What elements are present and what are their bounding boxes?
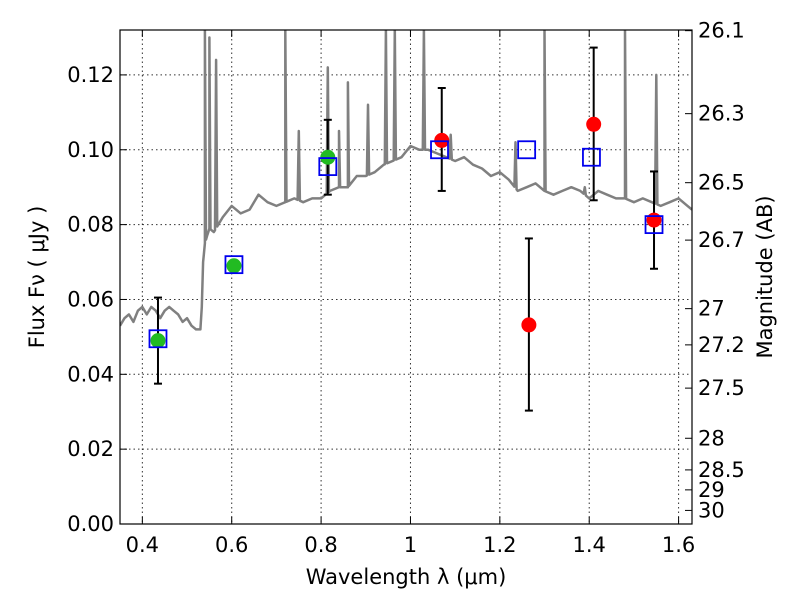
y2-tick-label: 26.3 [698,102,745,126]
y-tick-label: 0.06 [67,287,114,311]
observed-data-point [150,333,166,349]
x-tick-label: 0.6 [215,533,248,557]
y2-tick-label: 27 [698,297,725,321]
x-tick-label: 0.8 [304,533,337,557]
observed-data-point [586,116,602,132]
model-photometry-square [224,255,244,275]
y-tick-label: 0.08 [67,213,114,237]
y2-tick-label: 26.1 [698,19,745,43]
model-photometry-square [517,140,537,160]
x-tick-label: 1.6 [662,533,695,557]
y2-tick-label: 28.5 [698,458,745,482]
observed-data-point [226,258,242,274]
model-photometry-square [644,215,664,235]
x-axis-label: Wavelength λ (μm) [306,565,507,589]
ticks [120,30,692,525]
y-tick-label: 0.04 [67,362,114,386]
y2-tick-label: 27.5 [698,376,745,400]
y-axis-label: Flux Fν ( μJy ) [25,206,49,349]
y-tick-label: 0.00 [67,512,114,536]
tick-labels: 0.4 0.6 0.8 1 1.2 1.4 1.6 0.00 0.02 0.04 0.06 0.08 0… [67,19,745,557]
model-photometry-square [430,140,449,160]
x-tick-label: 1.2 [483,533,516,557]
model-photometry-square [582,147,601,167]
model-photometry-square [148,329,168,349]
data-layer [120,30,692,412]
y2-tick-label: 27.2 [698,333,745,357]
y2-tick-label: 26.7 [698,228,745,252]
y2-tick-label: 29 [698,478,725,502]
observed-data-point [521,317,537,333]
x-tick-label: 0.4 [126,533,159,557]
y2-tick-label: 26.5 [698,171,745,195]
plot-frame [119,29,693,525]
y-tick-label: 0.12 [67,63,114,87]
model-photometry-square [318,157,338,176]
y2-tick-label: 30 [698,498,725,522]
y-tick-label: 0.10 [67,138,114,162]
y2-tick-label: 28 [698,426,725,450]
y-tick-label: 0.02 [67,437,114,461]
x-tick-label: 1 [404,533,417,557]
y2-axis-label: Magnitude (AB) [753,195,777,358]
x-tick-label: 1.4 [573,533,606,557]
model-spectrum-line [120,30,692,331]
